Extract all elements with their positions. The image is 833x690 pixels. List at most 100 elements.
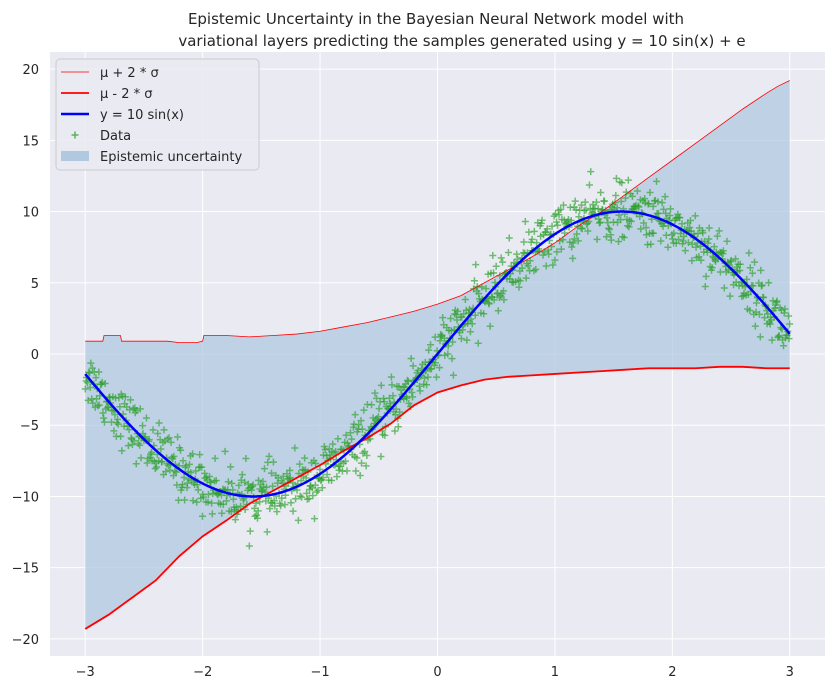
- data-point: [310, 515, 318, 523]
- data-point: [749, 282, 757, 290]
- data-point: [642, 224, 650, 232]
- data-point: [136, 405, 144, 413]
- data-point: [403, 376, 411, 384]
- y-tick-label: −5: [20, 419, 39, 434]
- data-point: [100, 418, 108, 426]
- data-point: [361, 448, 369, 456]
- data-point: [198, 512, 206, 520]
- data-point: [302, 474, 310, 482]
- data-point: [381, 431, 389, 439]
- data-point: [237, 476, 245, 484]
- data-point: [688, 257, 696, 265]
- data-point: [448, 355, 456, 363]
- data-point: [259, 478, 267, 486]
- data-point: [164, 435, 172, 443]
- data-point: [242, 454, 250, 462]
- data-point: [482, 285, 490, 293]
- data-point: [524, 262, 532, 270]
- data-point: [553, 218, 561, 226]
- legend-label: Data: [100, 129, 131, 144]
- data-point: [723, 237, 731, 245]
- data-point: [669, 235, 677, 243]
- data-point: [611, 199, 619, 207]
- data-point: [569, 239, 577, 247]
- data-point: [95, 368, 103, 376]
- data-point: [539, 251, 547, 259]
- data-point: [756, 333, 764, 341]
- data-point: [193, 481, 201, 489]
- data-point: [727, 256, 735, 264]
- data-point: [530, 227, 538, 235]
- data-point: [554, 221, 562, 229]
- data-point: [84, 396, 92, 404]
- data-point: [334, 435, 342, 443]
- data-point: [522, 274, 530, 282]
- data-point: [180, 473, 188, 481]
- data-point: [637, 225, 645, 233]
- x-tick-label: −1: [310, 665, 329, 680]
- data-point: [489, 252, 497, 260]
- data-point: [105, 403, 113, 411]
- data-point: [380, 398, 388, 406]
- data-point: [559, 201, 567, 209]
- x-tick-label: −2: [193, 665, 212, 680]
- data-point: [218, 509, 226, 517]
- data-point: [633, 187, 641, 195]
- data-point: [618, 179, 626, 187]
- data-point: [724, 266, 732, 274]
- data-point: [688, 240, 696, 248]
- data-point: [416, 387, 424, 395]
- data-point: [736, 267, 744, 275]
- data-point: [118, 447, 126, 455]
- data-point: [277, 502, 285, 510]
- data-point: [773, 297, 781, 305]
- y-tick-label: 10: [22, 206, 39, 221]
- data-point: [470, 277, 478, 285]
- data-point: [286, 466, 294, 474]
- data-point: [374, 413, 382, 421]
- data-point: [186, 460, 194, 468]
- data-point: [177, 446, 185, 454]
- data-point: [757, 266, 765, 274]
- data-point: [504, 249, 512, 257]
- data-point: [500, 296, 508, 304]
- data-point: [154, 430, 162, 438]
- data-point: [505, 234, 513, 242]
- data-point: [254, 507, 262, 515]
- data-point: [221, 447, 229, 455]
- data-point: [779, 342, 787, 350]
- data-point: [368, 401, 376, 409]
- data-point: [211, 454, 219, 462]
- data-point: [449, 338, 457, 346]
- data-point: [557, 206, 565, 214]
- data-point: [377, 381, 385, 389]
- data-point: [388, 381, 396, 389]
- data-point: [255, 476, 263, 484]
- data-point: [578, 225, 586, 233]
- data-point: [607, 236, 615, 244]
- x-tick-label: −3: [76, 665, 95, 680]
- legend-label: Epistemic uncertainty: [100, 150, 242, 165]
- data-point: [433, 373, 441, 381]
- data-point: [635, 203, 643, 211]
- data-point: [676, 214, 684, 222]
- data-point: [245, 542, 253, 550]
- data-point: [654, 198, 662, 206]
- data-point: [570, 235, 578, 243]
- data-point: [316, 466, 324, 474]
- data-point: [710, 243, 718, 251]
- data-point: [566, 238, 574, 246]
- data-point: [128, 440, 136, 448]
- data-point: [111, 411, 119, 419]
- data-point: [490, 269, 498, 277]
- data-point: [333, 473, 341, 481]
- data-point: [625, 223, 633, 231]
- data-point: [208, 499, 216, 507]
- data-point: [99, 409, 107, 417]
- data-point: [628, 192, 636, 200]
- data-point: [389, 392, 397, 400]
- data-point: [708, 264, 716, 272]
- data-point: [193, 498, 201, 506]
- data-point: [263, 528, 271, 536]
